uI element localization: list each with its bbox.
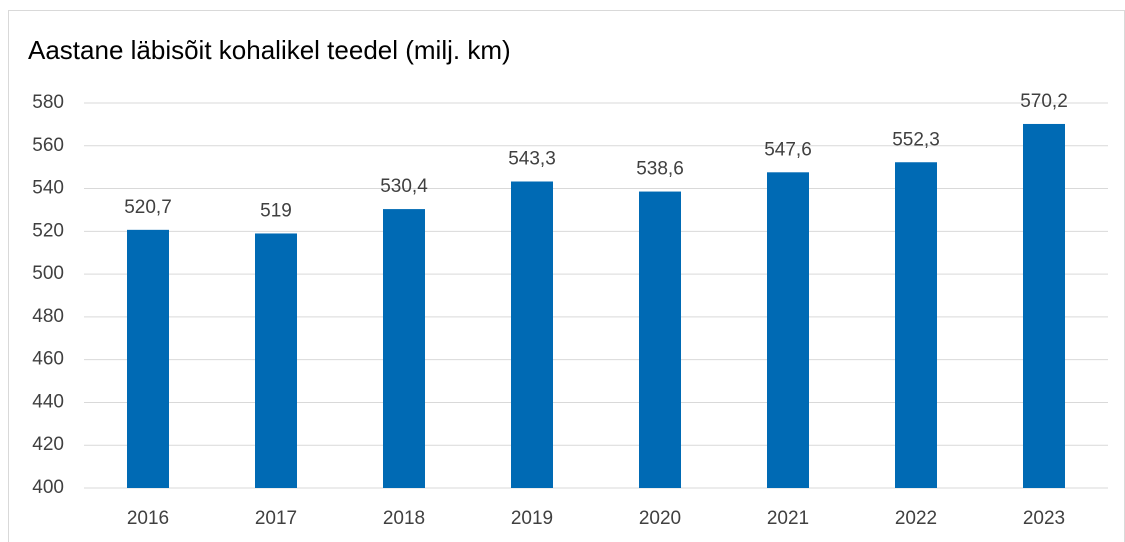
bar — [639, 191, 681, 489]
value-label: 538,6 — [636, 159, 684, 180]
value-label: 530,4 — [380, 176, 428, 197]
x-tick-label: 2016 — [127, 508, 169, 529]
bar — [1023, 123, 1065, 488]
x-tick-label: 2018 — [383, 508, 425, 529]
bar — [511, 181, 553, 488]
y-tick-label: 420 — [32, 434, 64, 455]
value-label: 543,3 — [508, 149, 556, 170]
x-tick-label: 2020 — [639, 508, 681, 529]
bar — [255, 233, 297, 488]
value-label: 520,7 — [124, 197, 172, 218]
chart-frame — [8, 10, 1125, 542]
bar — [767, 172, 809, 489]
y-tick-label: 580 — [32, 92, 64, 113]
y-tick-label: 560 — [32, 135, 64, 156]
y-tick-label: 480 — [32, 306, 64, 327]
y-tick-label: 440 — [32, 391, 64, 412]
y-tick-label: 540 — [32, 178, 64, 199]
bar — [127, 229, 169, 488]
bar — [383, 209, 425, 489]
y-tick-label: 500 — [32, 263, 64, 284]
x-tick-label: 2023 — [1023, 508, 1065, 529]
value-label: 570,2 — [1020, 91, 1068, 112]
x-tick-label: 2019 — [511, 508, 553, 529]
x-tick-label: 2021 — [767, 508, 809, 529]
y-tick-label: 400 — [32, 477, 64, 498]
value-label: 547,6 — [764, 139, 812, 160]
bar — [895, 162, 937, 488]
y-tick-label: 460 — [32, 349, 64, 370]
y-tick-label: 520 — [32, 220, 64, 241]
x-tick-label: 2022 — [895, 508, 937, 529]
chart-title: Aastane läbisõit kohalikel teedel (milj.… — [28, 35, 511, 65]
x-tick-label: 2017 — [255, 508, 297, 529]
value-label: 552,3 — [892, 129, 940, 150]
value-label: 519 — [260, 200, 292, 221]
